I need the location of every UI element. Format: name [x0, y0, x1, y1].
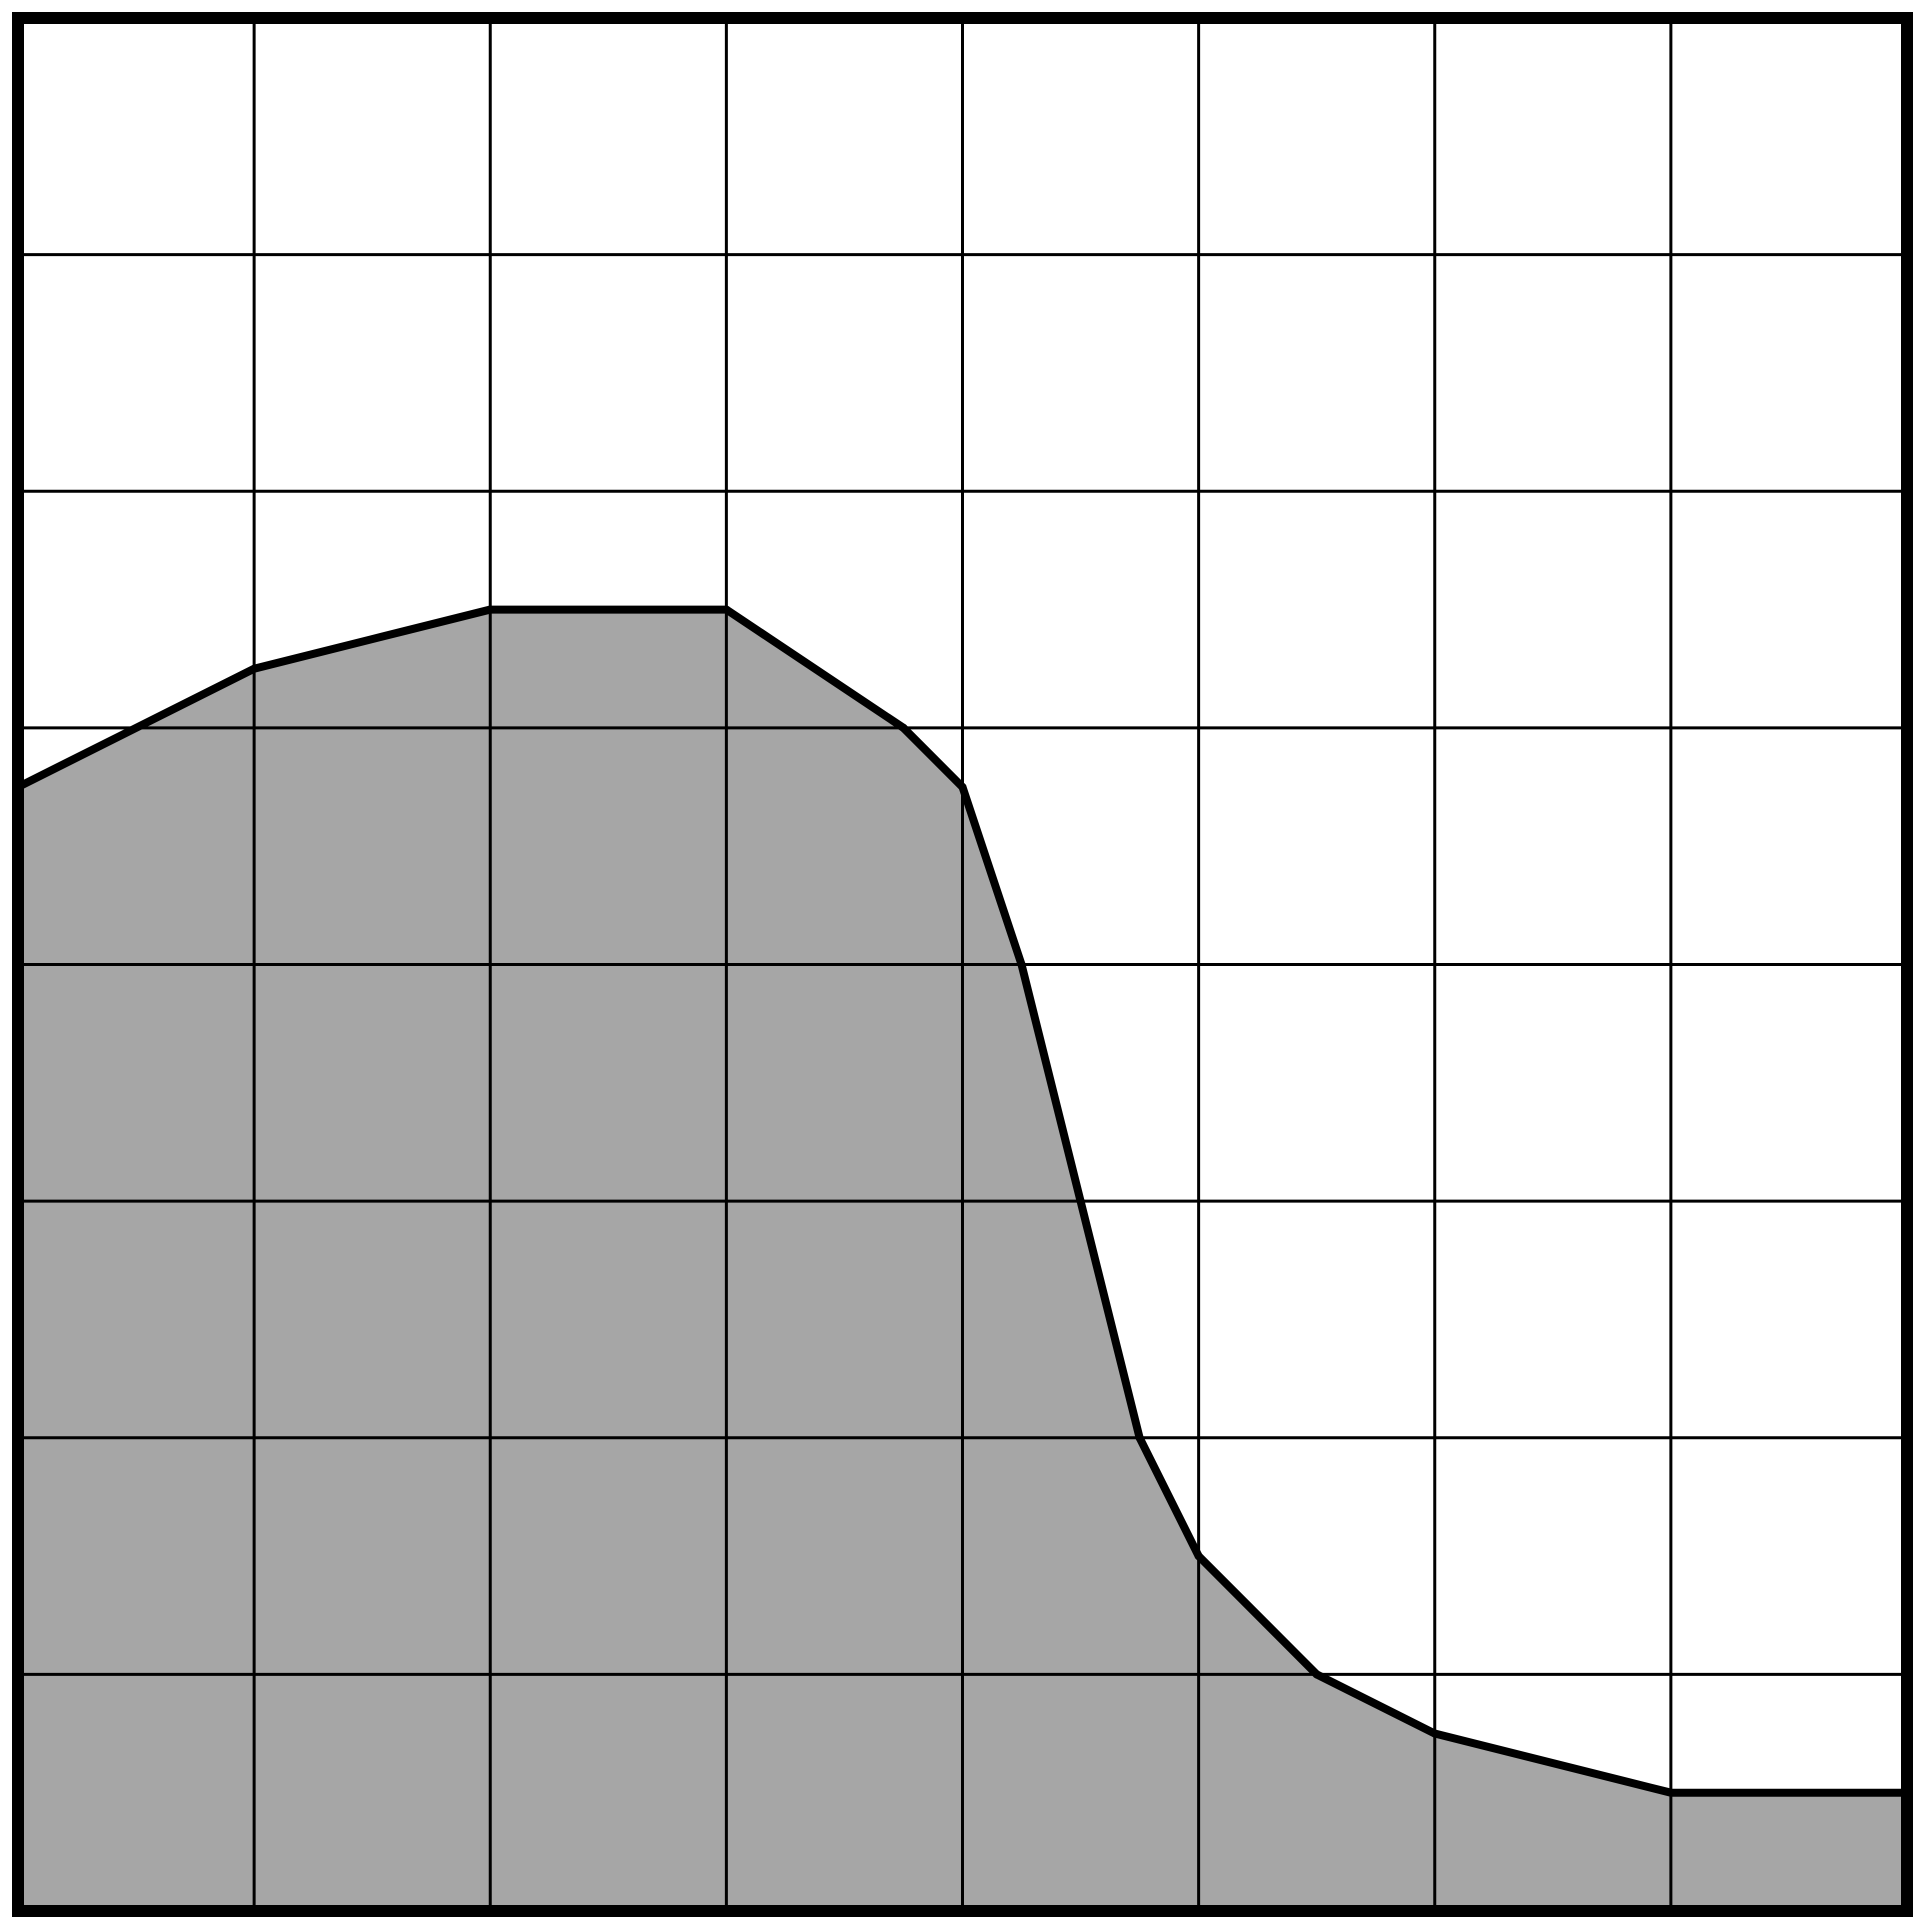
data-point — [1666, 1788, 1675, 1797]
data-point — [1194, 1552, 1203, 1561]
data-point — [250, 664, 259, 673]
data-point — [1017, 960, 1026, 969]
plot-frame — [12, 12, 1913, 1917]
series-line-layer — [16, 605, 1907, 1797]
data-point — [486, 605, 495, 614]
data-point — [1312, 1670, 1321, 1679]
data-point — [1135, 1433, 1144, 1442]
data-point — [958, 783, 967, 792]
data-point — [722, 605, 731, 614]
data-point — [899, 723, 908, 732]
data-point — [1430, 1729, 1439, 1738]
data-point — [1076, 1197, 1085, 1206]
series-line — [16, 605, 1907, 1797]
grid — [18, 18, 1907, 1911]
